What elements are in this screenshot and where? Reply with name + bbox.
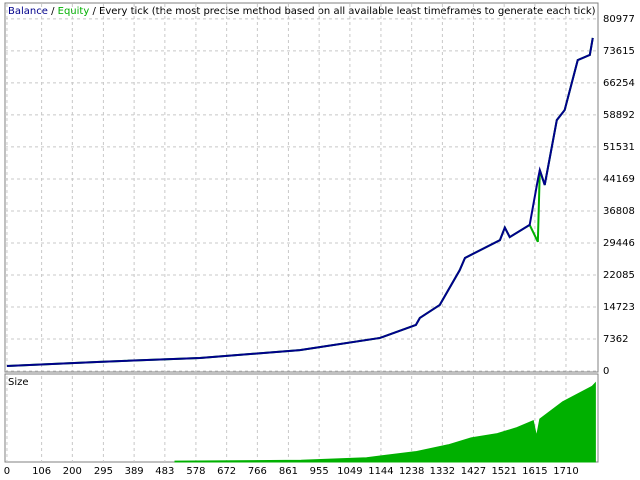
main-frame <box>4 2 599 373</box>
x-tick-label: 578 <box>186 466 205 477</box>
y-tick-label: 44169 <box>603 174 635 185</box>
y-tick-label: 80977 <box>603 14 635 25</box>
x-tick-label: 106 <box>32 466 51 477</box>
y-tick-label: 73615 <box>603 46 635 57</box>
x-tick-label: 1049 <box>337 466 362 477</box>
y-tick-label: 0 <box>603 366 609 377</box>
separator: / <box>92 6 96 17</box>
size-title: Size <box>8 377 29 388</box>
x-tick-label: 0 <box>4 466 10 477</box>
separator: / <box>51 6 55 17</box>
legend: Balance / Equity / Every tick (the most … <box>8 6 596 17</box>
legend-balance: Balance <box>8 6 48 17</box>
x-tick-label: 1332 <box>430 466 455 477</box>
x-tick-label: 483 <box>155 466 174 477</box>
series-line <box>6 37 594 367</box>
x-tick-label: 955 <box>310 466 329 477</box>
x-tick-label: 672 <box>217 466 236 477</box>
x-tick-label: 389 <box>125 466 144 477</box>
legend-equity: Equity <box>58 6 90 17</box>
x-tick-label: 1521 <box>491 466 516 477</box>
x-tick-label: 861 <box>279 466 298 477</box>
x-tick-label: 295 <box>94 466 113 477</box>
y-tick-label: 7362 <box>603 334 628 345</box>
y-tick-label: 66254 <box>603 78 635 89</box>
x-tick-label: 1427 <box>461 466 486 477</box>
y-tick-label: 22085 <box>603 270 635 281</box>
x-tick-label: 766 <box>248 466 267 477</box>
y-tick-label: 58892 <box>603 110 635 121</box>
x-tick-label: 1615 <box>522 466 547 477</box>
x-tick-label: 1238 <box>399 466 424 477</box>
size-area <box>174 381 596 463</box>
y-tick-label: 29446 <box>603 238 635 249</box>
y-tick-label: 36808 <box>603 206 635 217</box>
x-tick-label: 200 <box>63 466 82 477</box>
x-tick-label: 1144 <box>368 466 393 477</box>
x-tick-label: 1710 <box>553 466 578 477</box>
subtitle: Every tick (the most precise method base… <box>99 6 596 17</box>
y-tick-label: 14723 <box>603 302 635 313</box>
y-tick-label: 51531 <box>603 142 635 153</box>
